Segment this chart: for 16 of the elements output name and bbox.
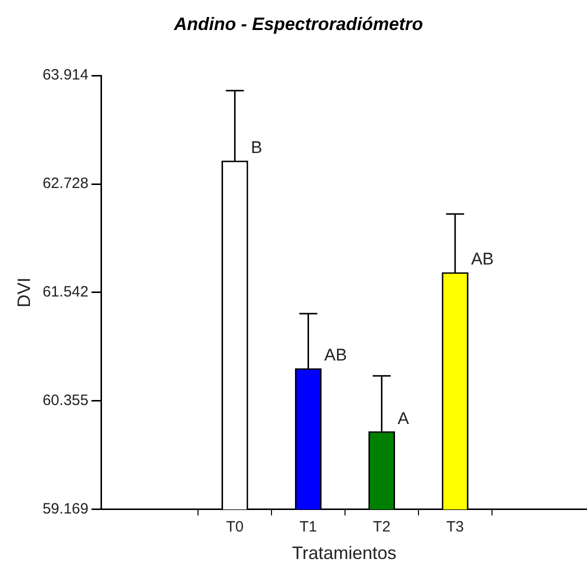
x-tick-label: T2 (372, 518, 390, 536)
x-axis-title: Tratamientos (292, 543, 396, 564)
annotation: B (250, 138, 262, 158)
y-tick-label: 61.542 (42, 284, 88, 301)
chart-title: Andino - Espectroradiómetro (172, 14, 424, 34)
x-tick-label: T1 (300, 518, 318, 536)
y-tick-label: 63.914 (42, 66, 88, 84)
y-tick-label: 60.355 (42, 392, 88, 410)
x-tick-label: T0 (226, 518, 244, 536)
y-axis-title: DVI (14, 277, 34, 308)
annotation: A (398, 408, 410, 428)
annotation: AB (324, 346, 347, 365)
y-tick-label: 62.728 (42, 175, 88, 192)
y-tick-label: 59.169 (42, 500, 88, 518)
annotation: AB (471, 250, 494, 269)
x-tick-label: T3 (446, 518, 464, 536)
